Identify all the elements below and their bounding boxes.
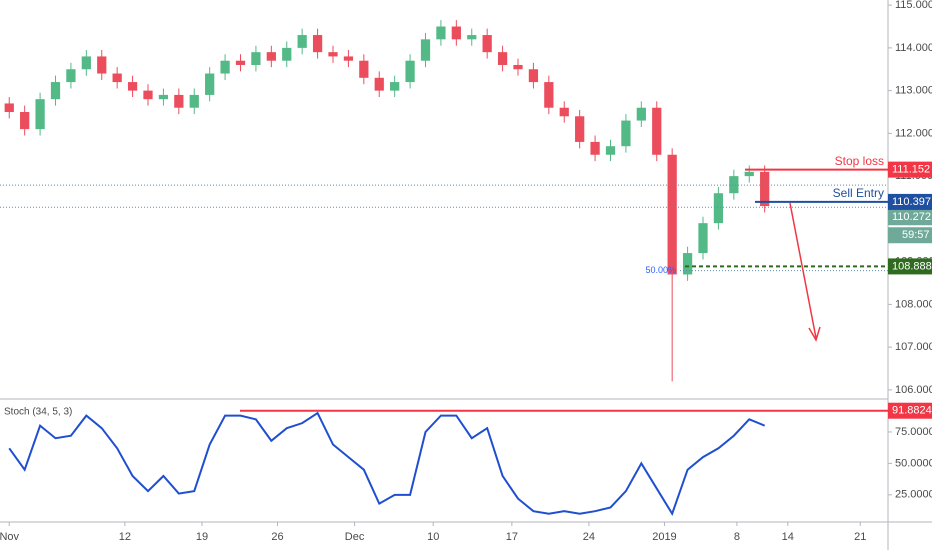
candle-body [374, 77, 384, 91]
y-tick-label: 75.0000 [895, 426, 932, 438]
candle-body [667, 154, 677, 275]
y-tick-label: 113.000 [895, 85, 932, 97]
candle-body [81, 56, 91, 70]
x-tick-label: 21 [854, 531, 866, 543]
stoch-line [8, 411, 766, 517]
level-box [888, 161, 932, 178]
candle-body [189, 94, 199, 108]
x-tick-label: 19 [196, 531, 208, 543]
candle-body [405, 60, 415, 83]
candle-body [112, 73, 122, 83]
y-tick-label: 107.000 [895, 341, 932, 353]
target-box [888, 258, 932, 275]
candle-body [158, 94, 169, 100]
candle-body [35, 99, 45, 130]
y-tick-label: 25.0000 [895, 489, 932, 501]
candle-body [328, 52, 338, 57]
candle-body [729, 176, 739, 194]
y-tick-label: 112.000 [895, 127, 932, 139]
level-box [888, 193, 932, 210]
indicator-title: Stoch (34, 5, 3) [4, 407, 72, 418]
candle-body [760, 171, 770, 207]
candle-body [205, 73, 215, 95]
x-tick-label: Nov [0, 531, 20, 543]
candle-body [528, 69, 539, 83]
level-label: 110.397 [892, 196, 931, 208]
candle-body [297, 35, 307, 48]
candle-body [266, 52, 276, 61]
candle-body [744, 171, 754, 177]
candle-body [312, 35, 323, 53]
x-tick-label: Dec [345, 531, 365, 543]
y-tick-label: 50.0000 [895, 457, 932, 469]
candle-body [636, 107, 646, 121]
candle-body [698, 223, 708, 254]
y-tick-label: 108.000 [895, 298, 932, 310]
candle-body [343, 56, 354, 61]
candle-body [436, 26, 446, 40]
candle-body [482, 35, 492, 53]
candle-body [359, 60, 369, 78]
level-name: Stop loss [835, 154, 884, 168]
candle-body [97, 56, 107, 74]
candle-body [174, 94, 184, 108]
candle-body [50, 82, 61, 100]
candle-body [467, 35, 477, 40]
candle-body [282, 47, 292, 61]
target-label: 108.888 [892, 260, 932, 272]
countdown-label: 59:57 [902, 229, 930, 241]
candle-body [575, 116, 585, 142]
candle-body [451, 26, 461, 40]
candle-body [390, 82, 400, 91]
candle-body [682, 253, 693, 275]
countdown-box [888, 227, 932, 244]
candle-body [420, 39, 431, 61]
y-tick-label: 106.000 [895, 384, 932, 396]
last-price-box [888, 209, 932, 226]
candle-body [621, 120, 631, 147]
candle-body [559, 107, 569, 117]
candle-body [66, 69, 76, 83]
last-price-label: 110.272 [892, 211, 931, 223]
candle-body [220, 60, 230, 74]
level-label: 111.152 [892, 164, 930, 176]
candle-body [143, 90, 153, 100]
candle-body [497, 52, 508, 65]
x-tick-label: 26 [271, 531, 283, 543]
candle-body [544, 82, 554, 108]
x-tick-label: 24 [583, 531, 595, 543]
x-tick-label: 8 [734, 531, 740, 543]
candle-body [713, 193, 724, 224]
candle-body [4, 103, 14, 113]
level-label: 91.8824 [892, 405, 932, 417]
candle-body [590, 141, 600, 155]
fib-label: 50.00% [645, 265, 676, 275]
candle-body [251, 52, 261, 65]
x-tick-label: 10 [427, 531, 439, 543]
candle-body [652, 107, 662, 155]
x-tick-label: 17 [506, 531, 518, 543]
candle-body [513, 64, 523, 70]
x-tick-label: 2019 [652, 531, 676, 543]
arrow-head [808, 326, 821, 342]
y-tick-label: 114.000 [895, 42, 932, 54]
x-tick-label: 12 [119, 531, 131, 543]
candle-body [127, 82, 138, 91]
level-box [888, 402, 932, 419]
candle-body [235, 60, 246, 65]
candle-body [20, 112, 30, 130]
candle-body [605, 146, 616, 155]
y-tick-label: 115.000 [895, 0, 932, 11]
level-name: Sell Entry [833, 186, 884, 200]
x-tick-label: 14 [782, 531, 794, 543]
